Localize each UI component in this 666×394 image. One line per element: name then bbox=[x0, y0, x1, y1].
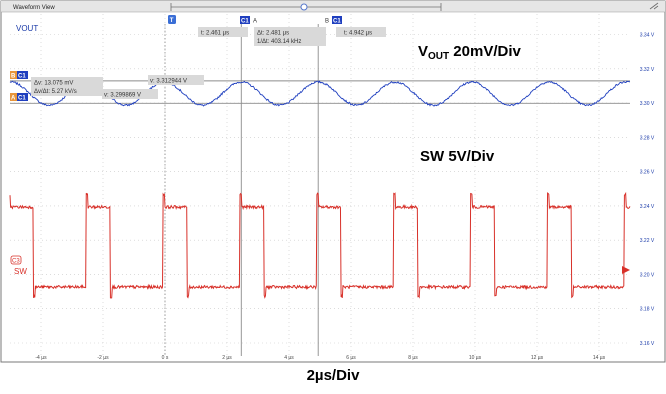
plot-area bbox=[10, 14, 630, 356]
readout-delta-v: Δv: 13.075 mV Δv/Δt: 5.27 kV/s bbox=[31, 77, 103, 96]
time-scale-caption: 2µs/Div bbox=[306, 367, 360, 384]
sw-offset-marker[interactable] bbox=[622, 266, 630, 274]
x-tick-label: 2 µs bbox=[222, 355, 232, 361]
readout-t-a: t: 2.461 µs bbox=[198, 27, 248, 37]
svg-text:C1: C1 bbox=[18, 96, 26, 102]
readout-delta-t: Δt: 2.481 µs 1/Δt: 403.14 kHz bbox=[254, 27, 326, 46]
sw-channel-badge[interactable]: C3 bbox=[10, 255, 22, 265]
readout-t-b: t: 4.942 µs bbox=[336, 27, 386, 37]
y-tick-label: 3.34 V bbox=[640, 33, 655, 39]
svg-text:C1: C1 bbox=[241, 19, 249, 25]
title-bar bbox=[1, 1, 665, 12]
zoom-scrollbar[interactable] bbox=[170, 3, 442, 11]
y-tick-label: 3.26 V bbox=[640, 170, 655, 176]
y-axis-ticks: 3.34 V 3.32 V 3.30 V 3.28 V 3.26 V 3.24 V 3.22… bbox=[640, 33, 655, 348]
svg-text:t: 2.461 µs: t: 2.461 µs bbox=[201, 31, 229, 37]
x-tick-label: -4 µs bbox=[35, 355, 47, 361]
vout-channel-label: VOUT bbox=[16, 24, 38, 33]
svg-text:Δv: 13.075 mV: Δv: 13.075 mV bbox=[34, 81, 73, 87]
svg-text:Δv/Δt: 5.27 kV/s: Δv/Δt: 5.27 kV/s bbox=[34, 89, 77, 95]
x-tick-label: 8 µs bbox=[408, 355, 418, 361]
svg-text:Δt: 2.481 µs: Δt: 2.481 µs bbox=[257, 31, 289, 37]
y-tick-label: 3.30 V bbox=[640, 101, 655, 107]
cursor-a-badge[interactable]: C1 A bbox=[240, 16, 257, 25]
y-tick-label: 3.28 V bbox=[640, 135, 655, 141]
cursor-a-level-badge[interactable]: A C1 bbox=[10, 93, 28, 102]
readout-v-a: v: 3.299869 V bbox=[102, 89, 158, 99]
svg-text:C3: C3 bbox=[12, 259, 20, 265]
svg-text:C1: C1 bbox=[18, 74, 26, 80]
x-tick-label: 10 µs bbox=[469, 355, 482, 361]
trigger-marker[interactable]: T bbox=[168, 15, 176, 24]
y-tick-label: 3.16 V bbox=[640, 341, 655, 347]
x-tick-label: -2 µs bbox=[97, 355, 109, 361]
x-tick-label: 6 µs bbox=[346, 355, 356, 361]
readout-v-b: v: 3.312944 V bbox=[148, 75, 204, 85]
window-resize-icon[interactable] bbox=[649, 2, 659, 10]
x-tick-label: 14 µs bbox=[593, 355, 606, 361]
grid bbox=[10, 14, 630, 356]
cursor-b-level-badge[interactable]: B C1 bbox=[10, 71, 28, 80]
sw-scale-label: SW 5V/Div bbox=[420, 148, 495, 165]
y-tick-label: 3.32 V bbox=[640, 67, 655, 73]
sw-trace bbox=[9, 191, 631, 299]
svg-text:v: 3.299869 V: v: 3.299869 V bbox=[104, 93, 141, 99]
svg-text:v: 3.312944 V: v: 3.312944 V bbox=[150, 79, 187, 85]
svg-text:t: 4.942 µs: t: 4.942 µs bbox=[344, 31, 372, 37]
svg-text:1/Δt: 403.14 kHz: 1/Δt: 403.14 kHz bbox=[257, 39, 301, 45]
window-title: Waveform View bbox=[13, 5, 55, 11]
svg-text:C1: C1 bbox=[333, 19, 341, 25]
svg-text:B: B bbox=[11, 74, 16, 80]
vout-trace bbox=[9, 80, 631, 107]
svg-text:B: B bbox=[325, 19, 329, 25]
x-axis-ticks: -4 µs -2 µs 0 s 2 µs 4 µs 6 µs 8 µs 10 µs 12 µs 1… bbox=[35, 355, 605, 361]
y-tick-label: 3.24 V bbox=[640, 204, 655, 210]
y-tick-label: 3.22 V bbox=[640, 238, 655, 244]
cursor-b-badge[interactable]: B C1 bbox=[325, 16, 342, 25]
svg-text:A: A bbox=[11, 96, 16, 102]
y-tick-label: 3.18 V bbox=[640, 307, 655, 313]
svg-text:A: A bbox=[253, 19, 257, 25]
zoom-handle[interactable] bbox=[300, 3, 308, 11]
cursors[interactable] bbox=[10, 24, 630, 356]
sw-channel-label: SW bbox=[14, 267, 27, 276]
vout-scale-label: VOUT 20mV/Div bbox=[418, 43, 521, 62]
x-tick-label: 12 µs bbox=[531, 355, 544, 361]
svg-text:T: T bbox=[170, 18, 174, 24]
y-tick-label: 3.20 V bbox=[640, 272, 655, 278]
x-tick-label: 4 µs bbox=[284, 355, 294, 361]
x-tick-label: 0 s bbox=[162, 355, 169, 361]
